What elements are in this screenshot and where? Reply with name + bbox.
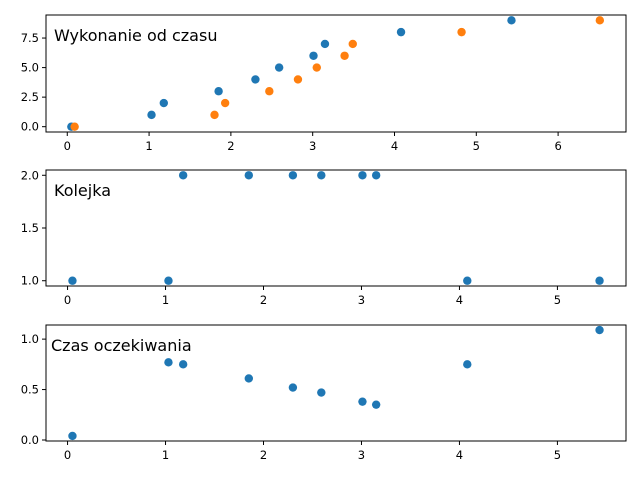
panel-queue: 0 1 2 3 4 5 1.0 1.5 2.0 Kolejka [21, 168, 627, 307]
execution-vs-time-series-0-point-6 [309, 51, 318, 60]
waiting-time-y-tick-label: 1.0 [21, 332, 39, 346]
waiting-time-series-0-point-2 [178, 360, 188, 369]
queue-series-0-point-5 [317, 171, 326, 180]
queue-title: Kolejka [54, 181, 111, 200]
execution-vs-time-series-0-point-2 [159, 98, 168, 108]
execution-vs-time-x-tick-label: 5 [473, 139, 480, 153]
waiting-time-x-tick-label: 5 [554, 448, 561, 462]
execution-vs-time-series-0-point-1 [147, 110, 156, 120]
queue-series-0-point-7 [371, 171, 381, 180]
queue-series-0-point-6 [358, 171, 367, 180]
waiting-time-series-0-point-6 [358, 397, 367, 406]
queue-series-0-point-3 [244, 171, 254, 180]
queue-axes-frame [45, 169, 627, 287]
execution-vs-time-series-0-point-9 [507, 16, 516, 25]
queue-series-0-point-9 [595, 276, 604, 285]
waiting-time-x-tick-label: 4 [456, 448, 463, 462]
waiting-time-axes-frame [45, 324, 627, 442]
queue-x-tick-label: 1 [162, 293, 169, 307]
execution-vs-time-series-1-point-7 [348, 39, 357, 49]
execution-vs-time-x-tick-label: 4 [391, 139, 398, 153]
execution-vs-time-x-tick-label: 3 [309, 139, 316, 153]
execution-vs-time-series-1-point-4 [293, 75, 303, 84]
waiting-time-title: Czas oczekiwania [51, 336, 192, 355]
queue-x-tick-label: 5 [554, 293, 561, 307]
panel-waiting-time: 0 1 2 3 4 5 0.0 0.5 1.0 Czas oczekiwania [21, 324, 627, 462]
execution-vs-time-series-1-point-1 [210, 110, 219, 120]
queue-x-tick-label: 2 [260, 293, 267, 307]
waiting-time-series-0-point-7 [371, 400, 381, 409]
queue-series-0-point-0 [68, 276, 77, 285]
queue-series-0-point-2 [178, 171, 188, 180]
execution-vs-time-y-tick-label: 7.5 [21, 31, 39, 45]
execution-vs-time-series-0-point-3 [214, 87, 223, 96]
execution-vs-time-series-1-point-3 [265, 87, 274, 96]
queue-y-tick-label: 1.0 [21, 274, 39, 288]
execution-vs-time-x-tick-label: 0 [64, 139, 71, 153]
queue-x-tick-label: 3 [358, 293, 365, 307]
execution-vs-time-series-1-point-2 [220, 98, 230, 108]
waiting-time-y-tick-label: 0.5 [21, 383, 39, 397]
waiting-time-x-tick-label: 2 [260, 448, 267, 462]
execution-vs-time-series-1-point-9 [595, 16, 605, 25]
execution-vs-time-y-tick-label: 0.0 [21, 120, 39, 134]
queue-y-tick-label: 1.5 [21, 221, 39, 235]
queue-series-0-point-1 [164, 276, 173, 285]
waiting-time-x-tick-label: 1 [162, 448, 169, 462]
execution-vs-time-x-tick-label: 2 [227, 139, 234, 153]
queue-y-tick-label: 2.0 [21, 168, 39, 182]
execution-vs-time-series-1-point-0 [70, 122, 79, 131]
execution-vs-time-x-tick-label: 6 [554, 139, 561, 153]
execution-vs-time-series-1-point-8 [457, 27, 466, 37]
waiting-time-y-tick-label: 0.0 [21, 433, 39, 447]
queue-x-tick-label: 4 [456, 293, 463, 307]
waiting-time-series-0-point-8 [463, 360, 472, 369]
waiting-time-series-0-point-5 [317, 388, 326, 397]
panel-execution-vs-time: 0 1 2 3 4 5 6 0.0 2.5 5.0 7.5 Wykonanie od czasu [21, 14, 627, 153]
queue-x-tick-label: 0 [64, 293, 71, 307]
execution-vs-time-series-0-point-5 [274, 63, 284, 72]
execution-vs-time-series-0-point-8 [396, 27, 406, 37]
execution-vs-time-series-1-point-6 [340, 51, 349, 60]
execution-vs-time-x-tick-label: 1 [145, 139, 152, 153]
execution-vs-time-y-tick-label: 5.0 [21, 61, 39, 75]
execution-vs-time-title: Wykonanie od czasu [54, 26, 217, 45]
waiting-time-series-0-point-4 [288, 383, 298, 392]
waiting-time-x-tick-label: 0 [64, 448, 71, 462]
waiting-time-series-0-point-9 [595, 325, 604, 335]
waiting-time-series-0-point-3 [244, 374, 254, 383]
waiting-time-series-0-point-0 [68, 431, 77, 441]
execution-vs-time-series-0-point-4 [251, 75, 260, 84]
queue-series-0-point-8 [463, 276, 472, 285]
execution-vs-time-y-tick-label: 2.5 [21, 90, 39, 104]
queue-series-0-point-4 [288, 171, 298, 180]
waiting-time-series-0-point-1 [164, 358, 173, 367]
waiting-time-x-tick-label: 3 [358, 448, 365, 462]
execution-vs-time-axes-frame [45, 14, 627, 133]
execution-vs-time-series-0-point-7 [320, 39, 330, 49]
execution-vs-time-series-1-point-5 [312, 63, 321, 72]
